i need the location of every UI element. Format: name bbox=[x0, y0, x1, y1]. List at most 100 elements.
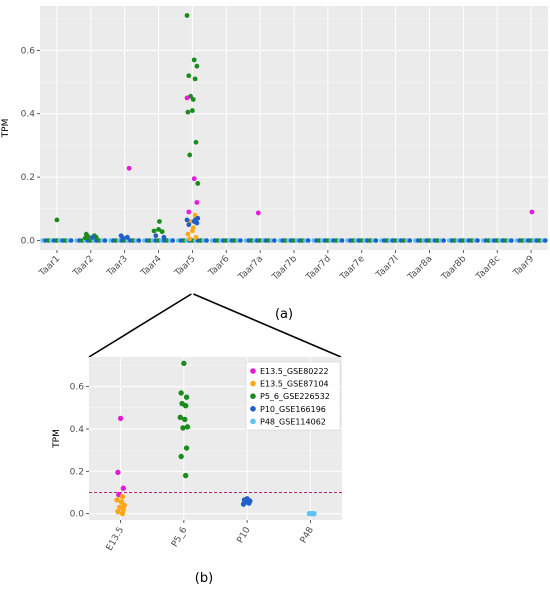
data-point bbox=[180, 425, 186, 431]
data-point bbox=[185, 231, 191, 237]
legend-swatch bbox=[250, 393, 256, 400]
x-tick-label: Taar7d bbox=[304, 254, 333, 283]
x-tick-label: Taar9 bbox=[511, 254, 536, 279]
baseline-point bbox=[305, 238, 311, 243]
panel-b-points bbox=[114, 360, 317, 517]
x-tick-label: Taar7l bbox=[374, 254, 401, 281]
zoom-line-right bbox=[193, 293, 342, 358]
data-point bbox=[186, 73, 192, 79]
data-point bbox=[185, 109, 191, 115]
panel-b-label: (b) bbox=[195, 571, 213, 586]
x-tick-label: Taar7e bbox=[338, 254, 367, 283]
data-point bbox=[191, 57, 197, 63]
data-point bbox=[194, 63, 200, 69]
data-point bbox=[178, 453, 184, 460]
y-tick-label: 0.6 bbox=[21, 46, 36, 56]
data-point bbox=[190, 228, 195, 234]
data-point bbox=[184, 95, 190, 101]
x-tick-label: Taar8a bbox=[406, 254, 435, 283]
data-point bbox=[181, 360, 187, 367]
data-point bbox=[182, 416, 188, 423]
x-tick-label: Taar3 bbox=[105, 254, 130, 279]
data-point bbox=[161, 234, 167, 240]
data-point bbox=[192, 212, 198, 218]
panel-a-y-label: TPM bbox=[1, 119, 11, 139]
data-point bbox=[151, 228, 157, 234]
baseline-point bbox=[373, 238, 379, 243]
x-tick-label: P10 bbox=[236, 525, 253, 545]
legend-swatch bbox=[250, 380, 256, 387]
data-point bbox=[156, 227, 161, 232]
data-point bbox=[192, 76, 198, 82]
panel-a-x-ticks: Taar1 Taar2 Taar3 Taar4 Taar5 Taar6 Taar7a Taar… bbox=[37, 250, 536, 283]
x-tick-label: Taar4 bbox=[139, 254, 164, 279]
baseline-point bbox=[441, 238, 446, 243]
legend-entry: E13.5_GSE80222 bbox=[260, 367, 329, 376]
y-tick-label: 0.6 bbox=[70, 383, 85, 393]
panel-b-y-ticks: 0.0 0.2 0.4 0.6 bbox=[70, 383, 89, 520]
data-point bbox=[186, 222, 192, 228]
zoom-line-left bbox=[88, 293, 192, 358]
y-tick-label: 0.4 bbox=[21, 110, 36, 120]
legend: E13.5_GSE80222 E13.5_GSE87104 P5_6_GSE2265… bbox=[245, 361, 341, 431]
x-tick-label: Taar8c bbox=[474, 254, 503, 283]
y-tick-label: 0.2 bbox=[70, 467, 84, 477]
baseline-point bbox=[102, 238, 108, 243]
panel-a-points bbox=[54, 13, 535, 242]
data-point bbox=[115, 469, 121, 476]
data-point bbox=[93, 234, 99, 240]
baseline-point bbox=[407, 238, 413, 243]
panel-b-chart: 0.0 0.2 0.4 0.6 E13.5 P5_6 P10 P48 TPM E13.5_G… bbox=[52, 357, 342, 586]
legend-entry: P48_GSE114062 bbox=[260, 417, 326, 426]
legend-box bbox=[245, 361, 341, 431]
baseline-point bbox=[238, 238, 243, 243]
data-point bbox=[193, 234, 199, 240]
data-point bbox=[54, 217, 60, 223]
data-point bbox=[119, 510, 126, 517]
data-point bbox=[192, 217, 198, 223]
data-point bbox=[188, 93, 194, 99]
x-tick-label: E13.5 bbox=[105, 526, 127, 553]
data-point bbox=[184, 13, 190, 18]
x-tick-label: Taar5 bbox=[172, 254, 197, 279]
data-point bbox=[246, 500, 252, 506]
y-tick-label: 0.0 bbox=[70, 510, 85, 520]
data-point bbox=[153, 233, 159, 239]
data-point bbox=[177, 414, 183, 421]
data-point bbox=[120, 235, 126, 241]
baseline-point bbox=[136, 238, 142, 243]
legend-swatch bbox=[250, 406, 256, 412]
panel-a-y-ticks: 0.0 0.2 0.4 0.6 bbox=[21, 46, 40, 246]
baseline-point bbox=[272, 238, 277, 243]
legend-entry: E13.5_GSE87104 bbox=[260, 380, 329, 389]
x-tick-label: P48 bbox=[299, 525, 316, 545]
panel-a-gridlines bbox=[40, 6, 548, 250]
data-point bbox=[90, 234, 95, 240]
legend-entry: P10_GSE166196 bbox=[260, 405, 326, 414]
baseline-point bbox=[68, 238, 74, 243]
x-tick-label: Taar7a bbox=[236, 254, 265, 283]
x-tick-label: Taar7b bbox=[270, 254, 299, 283]
data-point bbox=[119, 494, 126, 500]
data-point bbox=[120, 485, 127, 491]
baseline-point bbox=[475, 238, 480, 243]
data-point bbox=[184, 424, 191, 430]
data-point bbox=[183, 394, 190, 400]
legend-entry: P5_6_GSE226532 bbox=[260, 392, 330, 401]
data-point bbox=[83, 235, 88, 241]
data-point bbox=[255, 210, 261, 216]
zoom-connector-lines bbox=[88, 293, 342, 358]
panel-b-x-ticks: E13.5 P5_6 P10 P48 bbox=[105, 520, 316, 553]
data-point bbox=[157, 219, 162, 224]
data-point bbox=[194, 200, 200, 205]
data-point bbox=[183, 445, 190, 451]
panel-a-chart: 0.0 0.2 0.4 0.6 Taar1 Taar2 Taar3 Taar4 Taar5 Ta… bbox=[1, 6, 548, 322]
data-point bbox=[186, 209, 192, 215]
baseline-point bbox=[204, 238, 209, 243]
data-point bbox=[187, 236, 193, 242]
data-point bbox=[120, 506, 127, 513]
data-point bbox=[184, 217, 190, 223]
legend-swatch bbox=[250, 418, 256, 425]
data-point bbox=[117, 415, 124, 422]
